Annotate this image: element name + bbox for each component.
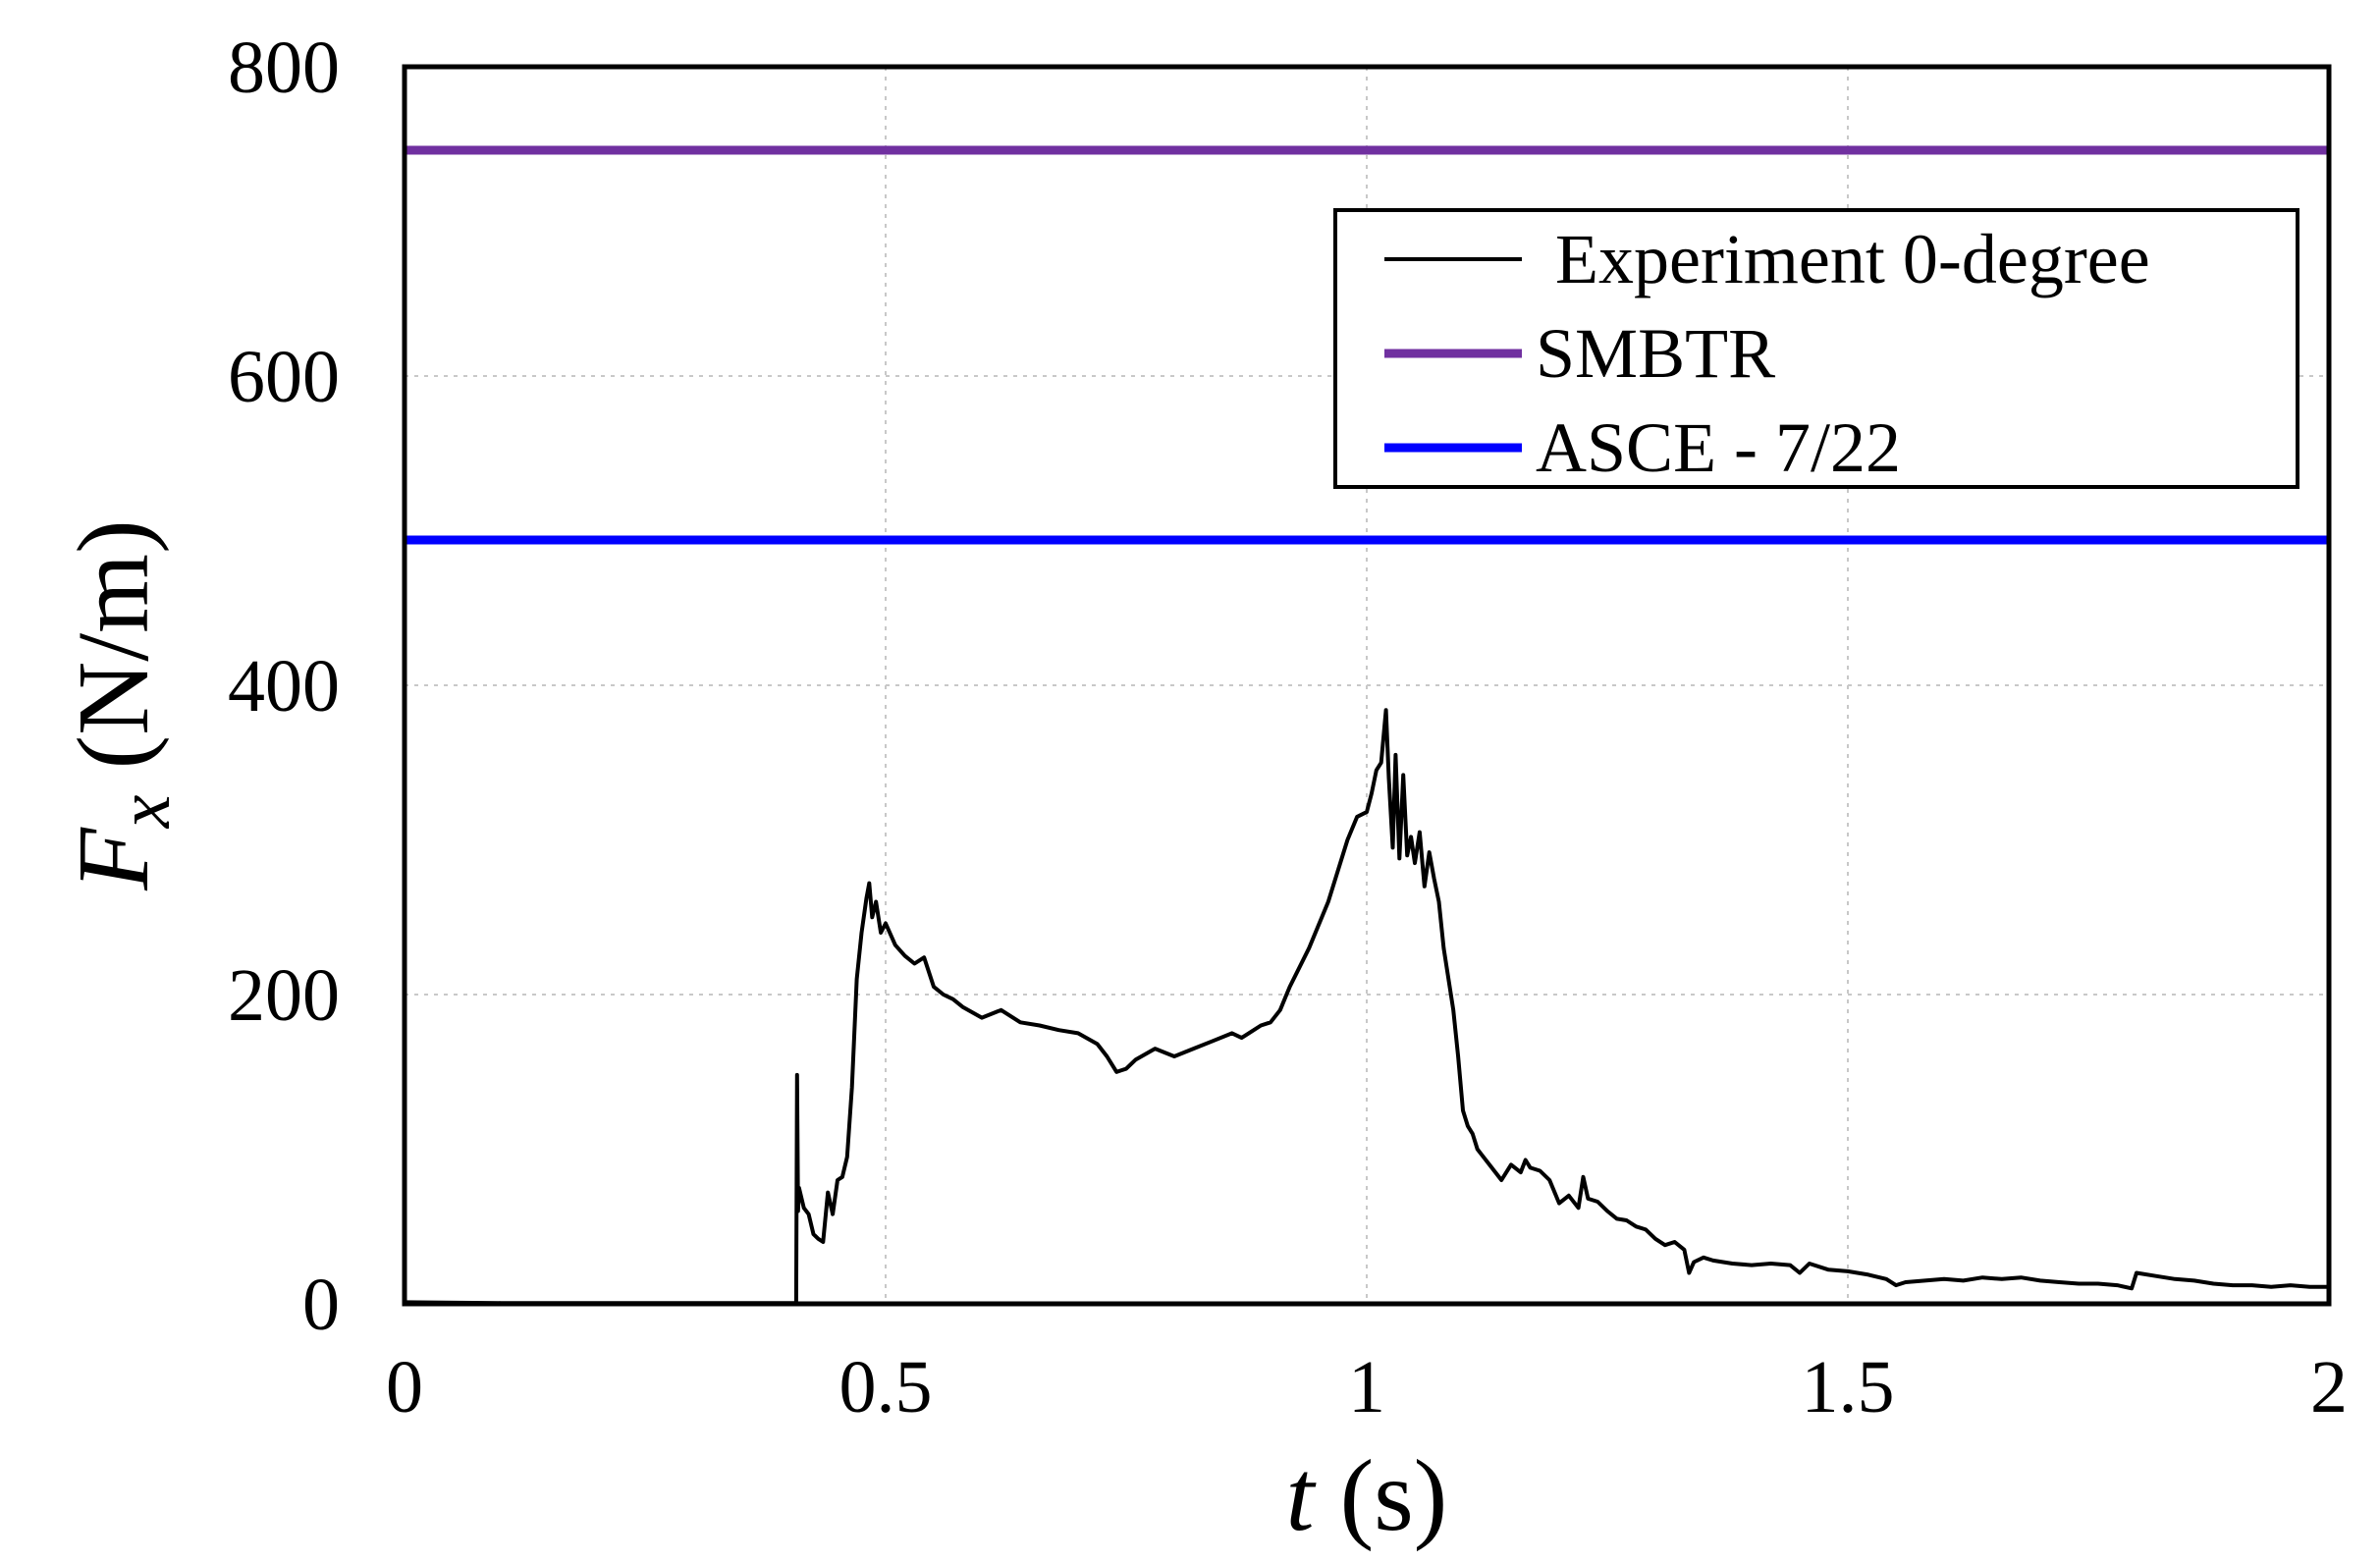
series-line-experiment-0-degree (404, 708, 2329, 1306)
x-axis-ticks: 0 0.5 1 1.5 2 (386, 1346, 2348, 1428)
y-tick-label: 0 (302, 1264, 340, 1346)
y-tick-label: 200 (228, 954, 340, 1037)
x-tick-label: 0 (386, 1346, 423, 1428)
x-axis-variable: t (1286, 1439, 1317, 1552)
x-tick-label: 1.5 (1802, 1346, 1895, 1428)
y-axis-variable: F (57, 827, 170, 891)
y-tick-label: 600 (228, 336, 340, 418)
series-layer (404, 145, 2329, 1306)
y-tick-label: 400 (228, 645, 340, 728)
y-axis-unit: (N/m) (57, 519, 170, 794)
x-tick-label: 1 (1348, 1346, 1385, 1428)
legend-box (1333, 208, 2299, 489)
y-axis-title: Fx (N/m) (57, 519, 186, 890)
x-tick-label: 0.5 (839, 1346, 933, 1428)
legend: Experiment 0-degree SMBTR ASCE - 7/22 (1333, 208, 2299, 489)
legend-label: ASCE - 7/22 (1536, 408, 1901, 487)
x-tick-label: 2 (2310, 1346, 2348, 1428)
x-axis-title: t (s) (1286, 1439, 1448, 1552)
plot-frame (402, 64, 2332, 1307)
y-tick-label: 800 (228, 27, 340, 109)
x-axis-unit: (s) (1315, 1439, 1448, 1552)
y-axis-ticks: 0 200 400 600 800 (228, 27, 340, 1346)
legend-label: Experiment 0-degree (1555, 220, 2150, 298)
y-axis-subscript: x (103, 794, 186, 829)
legend-label: SMBTR (1536, 314, 1775, 393)
